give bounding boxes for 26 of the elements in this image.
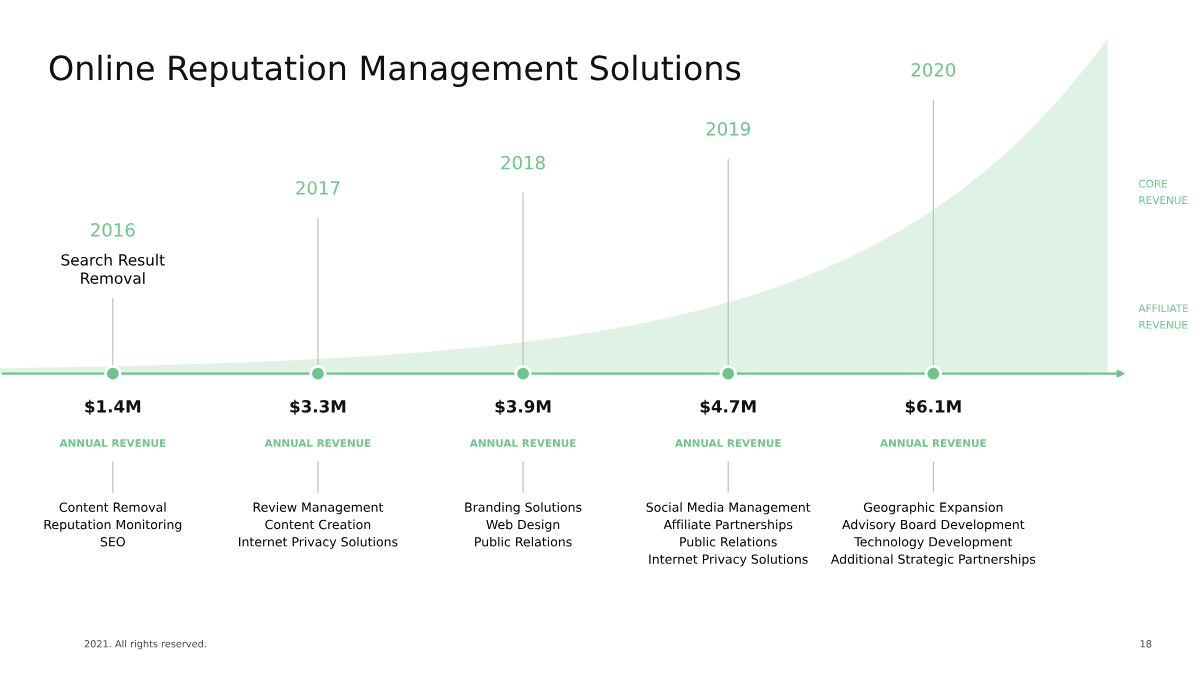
text: ANNUAL REVENUE: [469, 439, 576, 447]
text: 2021. All rights reserved.: [84, 639, 206, 650]
text: ANNUAL REVENUE: [59, 439, 166, 447]
text: Social Media Management Affiliate Partnerships Public Relations Internet Privacy Solutions: [646, 502, 811, 567]
category-label: 2019: [706, 122, 750, 136]
text: Content Removal Reputation Monitoring SEO: [44, 502, 182, 547]
text: Online Reputation Management Solutions: [49, 54, 741, 88]
category-label: 2017: [296, 181, 340, 195]
category-label: 2020: [911, 63, 956, 77]
category-label: 2018: [501, 155, 545, 170]
text: ANNUAL REVENUE: [880, 439, 986, 447]
text: ANNUAL REVENUE: [264, 439, 371, 447]
text: Search Result Removal: [61, 253, 165, 284]
data-label: $3.3M: [290, 399, 346, 415]
data-label: $3.9M: [495, 399, 551, 415]
data-label: $1.4M: [85, 399, 141, 415]
text: ANNUAL REVENUE: [674, 439, 781, 447]
text: Branding Solutions Web Design Public Relations: [465, 502, 582, 547]
text: AFFILIATE REVENUE: [1138, 304, 1189, 329]
data-label: $6.1M: [905, 399, 961, 415]
data-label: $4.7M: [700, 399, 756, 415]
text: Geographic Expansion Advisory Board Development Technology Development Additional Strategic Partnerships: [830, 502, 1036, 567]
category-label: 2016: [91, 223, 135, 237]
text: CORE REVENUE: [1139, 179, 1188, 205]
text: 18: [1140, 640, 1152, 648]
text: Review Management Content Creation Internet Privacy Solutions: [239, 502, 398, 549]
